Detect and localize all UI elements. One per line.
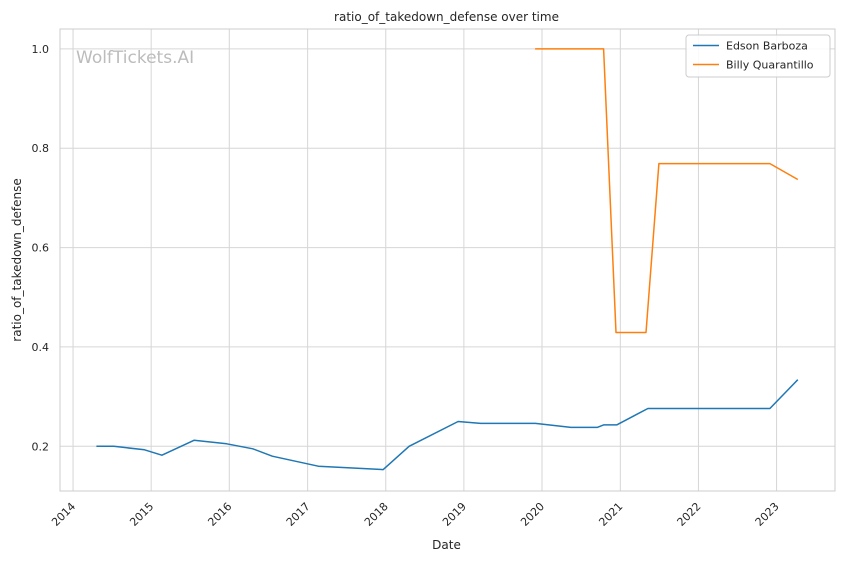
y-tick-label: 0.6 [32, 242, 50, 255]
chart-title: ratio_of_takedown_defense over time [334, 10, 559, 24]
series-line-billy-quarantillo [535, 48, 799, 334]
x-tick-label: 2020 [518, 500, 547, 529]
x-tick-labels: 2014 2015 2016 2017 2018 2019 2020 2021 2022 2023 [49, 500, 782, 529]
y-tick-label: 0.2 [32, 440, 50, 453]
x-tick-label: 2023 [753, 500, 782, 529]
y-tick-label: 0.4 [32, 341, 50, 354]
grid [60, 29, 835, 491]
y-tick-labels: 0.2 0.4 0.6 0.8 1.0 [32, 43, 50, 453]
x-tick-label: 2015 [127, 500, 156, 529]
x-tick-label: 2022 [675, 500, 704, 529]
series-line-edson-barboza [96, 379, 799, 471]
legend-label-edson-barboza: Edson Barboza [726, 40, 808, 53]
legend: Edson Barboza Billy Quarantillo [685, 34, 831, 78]
y-tick-label: 0.8 [32, 142, 50, 155]
series-lines [96, 48, 799, 471]
x-tick-label: 2016 [205, 500, 234, 529]
y-axis-label: ratio_of_takedown_defense [10, 178, 24, 341]
x-tick-label: 2017 [284, 500, 313, 529]
x-tick-label: 2021 [596, 500, 625, 529]
plot-frame [59, 28, 836, 492]
x-tick-label: 2019 [440, 500, 469, 529]
x-tick-label: 2018 [362, 500, 391, 529]
y-tick-label: 1.0 [32, 43, 50, 56]
watermark: WolfTickets.AI [76, 48, 195, 68]
legend-label-billy-quarantillo: Billy Quarantillo [726, 59, 814, 72]
legend-frame [685, 34, 831, 78]
x-axis-label: Date [432, 538, 461, 552]
x-tick-label: 2014 [49, 500, 78, 529]
